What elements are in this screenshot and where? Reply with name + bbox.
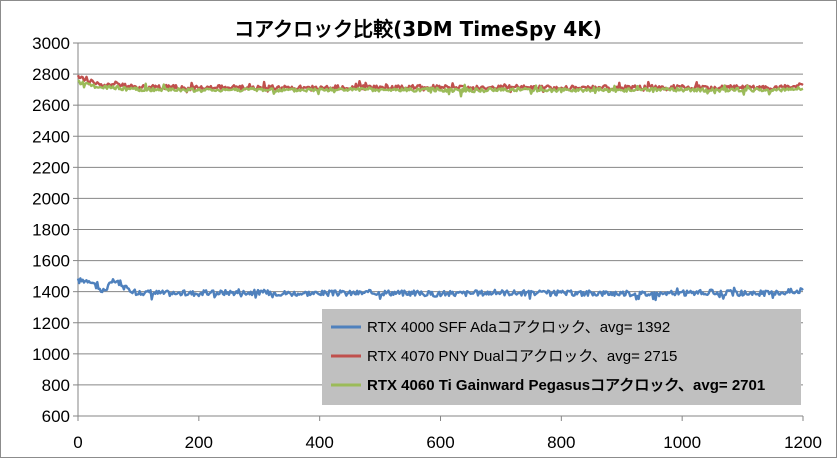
chart-title: コアクロック比較(3DM TimeSpy 4K) [234,17,602,41]
y-tick-label: 600 [42,407,70,426]
y-tick-label: 2400 [32,127,70,146]
x-axis-ticks: 0 200 400 600 800 1000 1200 [73,416,822,452]
series-lines [76,74,804,302]
x-tick-label: 600 [426,433,454,452]
y-tick-label: 2200 [32,158,70,177]
x-tick-label: 0 [73,433,82,452]
series-line [76,277,804,302]
y-tick-label: 2600 [32,96,70,115]
legend-label: RTX 4060 Ti Gainward Pegasusコアクロック、avg= … [367,377,765,394]
y-tick-label: 2800 [32,65,70,84]
series-line [77,79,804,98]
legend-box [322,309,801,405]
legend-label: RTX 4070 PNY Dualコアクロック、avg= 2715 [367,348,677,365]
y-tick-label: 1800 [32,221,70,240]
x-tick-label: 1200 [784,433,822,452]
y-tick-label: 1600 [32,252,70,271]
y-tick-label: 2000 [32,189,70,208]
x-tick-label: 800 [547,433,575,452]
y-tick-label: 1400 [32,283,70,302]
y-tick-label: 800 [42,376,70,395]
x-tick-label: 1000 [663,433,701,452]
x-tick-label: 400 [305,433,333,452]
y-tick-label: 3000 [32,34,70,53]
x-tick-label: 200 [185,433,213,452]
y-tick-label: 1200 [32,314,70,333]
y-axis-ticks: 600 800 1000 1200 1400 1600 1800 2000 2200 2400 26… [32,34,78,426]
legend-label: RTX 4000 SFF Adaコアクロック、avg= 1392 [367,319,670,336]
y-tick-label: 1000 [32,345,70,364]
legend: RTX 4000 SFF Adaコアクロック、avg= 1392 RTX 4070… [322,309,801,405]
